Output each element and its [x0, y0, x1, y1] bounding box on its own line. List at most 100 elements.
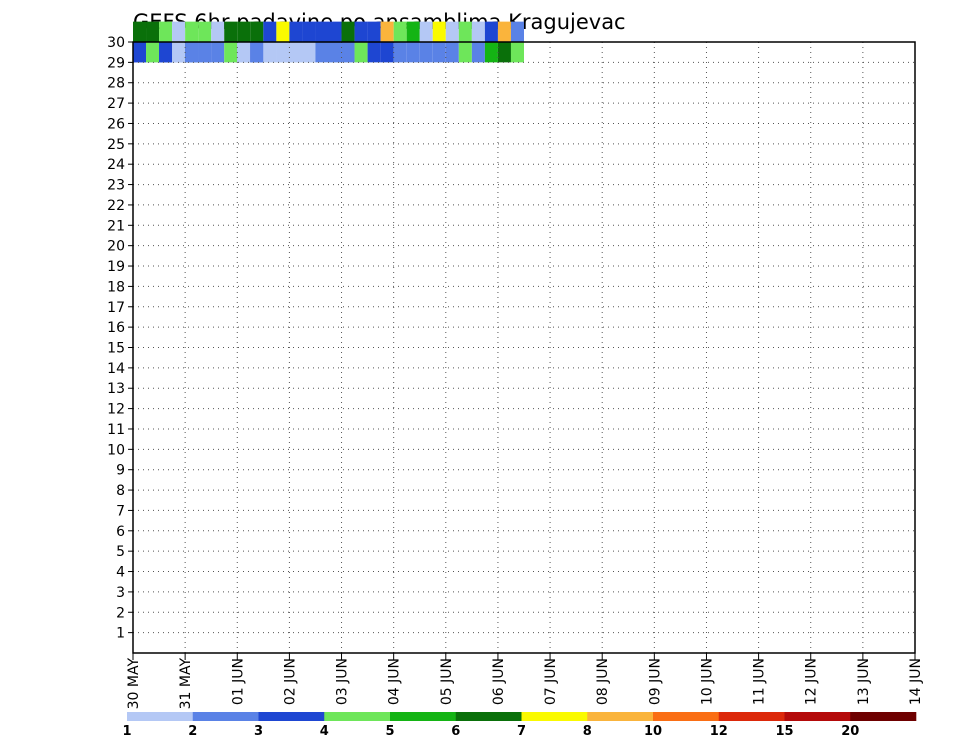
x-tick-label: 10 JUN: [700, 658, 716, 705]
heatmap-cells: [133, 21, 524, 63]
heatmap-cell: [289, 42, 303, 63]
heatmap-cell: [445, 42, 459, 63]
heatmap-cell: [250, 42, 264, 63]
heatmap-cell: [224, 42, 238, 63]
legend-label: 2: [188, 724, 197, 739]
heatmap-cell: [458, 42, 472, 63]
heatmap-cell: [263, 42, 277, 63]
legend-swatch: [324, 712, 391, 721]
y-tick-label: 28: [107, 76, 125, 92]
x-tick-label: 31 MAY: [178, 658, 194, 710]
legend-swatch: [718, 712, 785, 721]
heatmap-cell: [315, 42, 329, 63]
heatmap-cell: [159, 21, 173, 42]
heatmap-cell: [133, 42, 147, 63]
y-tick-label: 1: [116, 626, 125, 642]
y-tick-label: 3: [116, 585, 125, 601]
legend-swatch: [455, 712, 522, 721]
heatmap-cell: [172, 42, 186, 63]
heatmap-cell: [146, 21, 160, 42]
y-tick-label: 20: [107, 239, 125, 255]
heatmap-cell: [302, 21, 316, 42]
legend-label: 7: [517, 724, 526, 739]
legend-label: 5: [385, 724, 394, 739]
y-tick-label: 19: [107, 259, 125, 275]
legend-label: 3: [254, 724, 263, 739]
x-tick-label: 05 JUN: [439, 658, 455, 705]
y-tick-label: 2: [116, 605, 125, 621]
heatmap-cell: [393, 21, 407, 42]
legend-label: 12: [710, 724, 728, 739]
heatmap-cell: [510, 21, 524, 42]
heatmap-cell: [406, 42, 420, 63]
x-tick-label: 04 JUN: [387, 658, 403, 705]
heatmap-cell: [185, 42, 199, 63]
y-axis: 1234567891011121314151617181920212223242…: [107, 35, 133, 642]
legend-label: 4: [320, 724, 329, 739]
y-tick-label: 29: [107, 55, 125, 71]
y-tick-label: 12: [107, 402, 125, 418]
heatmap-cell: [510, 42, 524, 63]
heatmap-cell: [432, 42, 446, 63]
heatmap-cell: [367, 42, 381, 63]
y-tick-label: 17: [107, 300, 125, 316]
heatmap-cell: [380, 42, 394, 63]
x-tick-label: 30 MAY: [126, 658, 142, 710]
legend-swatch: [390, 712, 457, 721]
heatmap-cell: [328, 42, 342, 63]
heatmap-cell: [341, 42, 355, 63]
heatmap-cell: [328, 21, 342, 42]
heatmap-cell: [276, 42, 290, 63]
legend-swatch: [521, 712, 588, 721]
legend-label: 1: [122, 724, 131, 739]
x-tick-label: 03 JUN: [335, 658, 351, 705]
x-tick-label: 14 JUN: [908, 658, 924, 705]
y-tick-label: 10: [107, 442, 125, 458]
heatmap-cell: [276, 21, 290, 42]
y-tick-label: 27: [107, 96, 125, 112]
y-tick-label: 30: [107, 35, 125, 51]
heatmap-cell: [250, 21, 264, 42]
y-tick-label: 5: [116, 544, 125, 560]
heatmap-cell: [380, 21, 394, 42]
heatmap-cell: [185, 21, 199, 42]
y-tick-label: 16: [107, 320, 125, 336]
x-tick-label: 11 JUN: [752, 658, 768, 705]
heatmap-cell: [289, 21, 303, 42]
legend-swatch: [192, 712, 259, 721]
legend-swatch: [258, 712, 325, 721]
legend-swatch: [587, 712, 654, 721]
y-tick-label: 4: [116, 565, 125, 581]
heatmap-cell: [354, 21, 368, 42]
heatmap-cell: [406, 21, 420, 42]
heatmap-cell: [172, 21, 186, 42]
heatmap-cell: [354, 42, 368, 63]
heatmap-cell: [224, 21, 238, 42]
heatmap-cell: [211, 42, 225, 63]
grid-lines: [133, 42, 915, 653]
heatmap-cell: [198, 42, 212, 63]
legend-swatch: [784, 712, 851, 721]
heatmap-cell: [471, 42, 485, 63]
legend-label: 20: [841, 724, 859, 739]
heatmap-cell: [445, 21, 459, 42]
legend-label: 8: [583, 724, 592, 739]
y-tick-label: 6: [116, 524, 125, 540]
heatmap-cell: [237, 42, 251, 63]
y-tick-label: 8: [116, 483, 125, 499]
x-tick-label: 12 JUN: [804, 658, 820, 705]
x-tick-label: 06 JUN: [491, 658, 507, 705]
y-tick-label: 24: [107, 157, 125, 173]
heatmap-cell: [497, 21, 511, 42]
y-tick-label: 14: [107, 361, 125, 377]
heatmap-cell: [315, 21, 329, 42]
heatmap-cell: [419, 21, 433, 42]
heatmap-cell: [133, 21, 147, 42]
legend-swatch: [653, 712, 720, 721]
legend-label: 15: [775, 724, 793, 739]
y-tick-label: 25: [107, 137, 125, 153]
heatmap-cell: [159, 42, 173, 63]
heatmap-cell: [419, 42, 433, 63]
heatmap-cell: [497, 42, 511, 63]
